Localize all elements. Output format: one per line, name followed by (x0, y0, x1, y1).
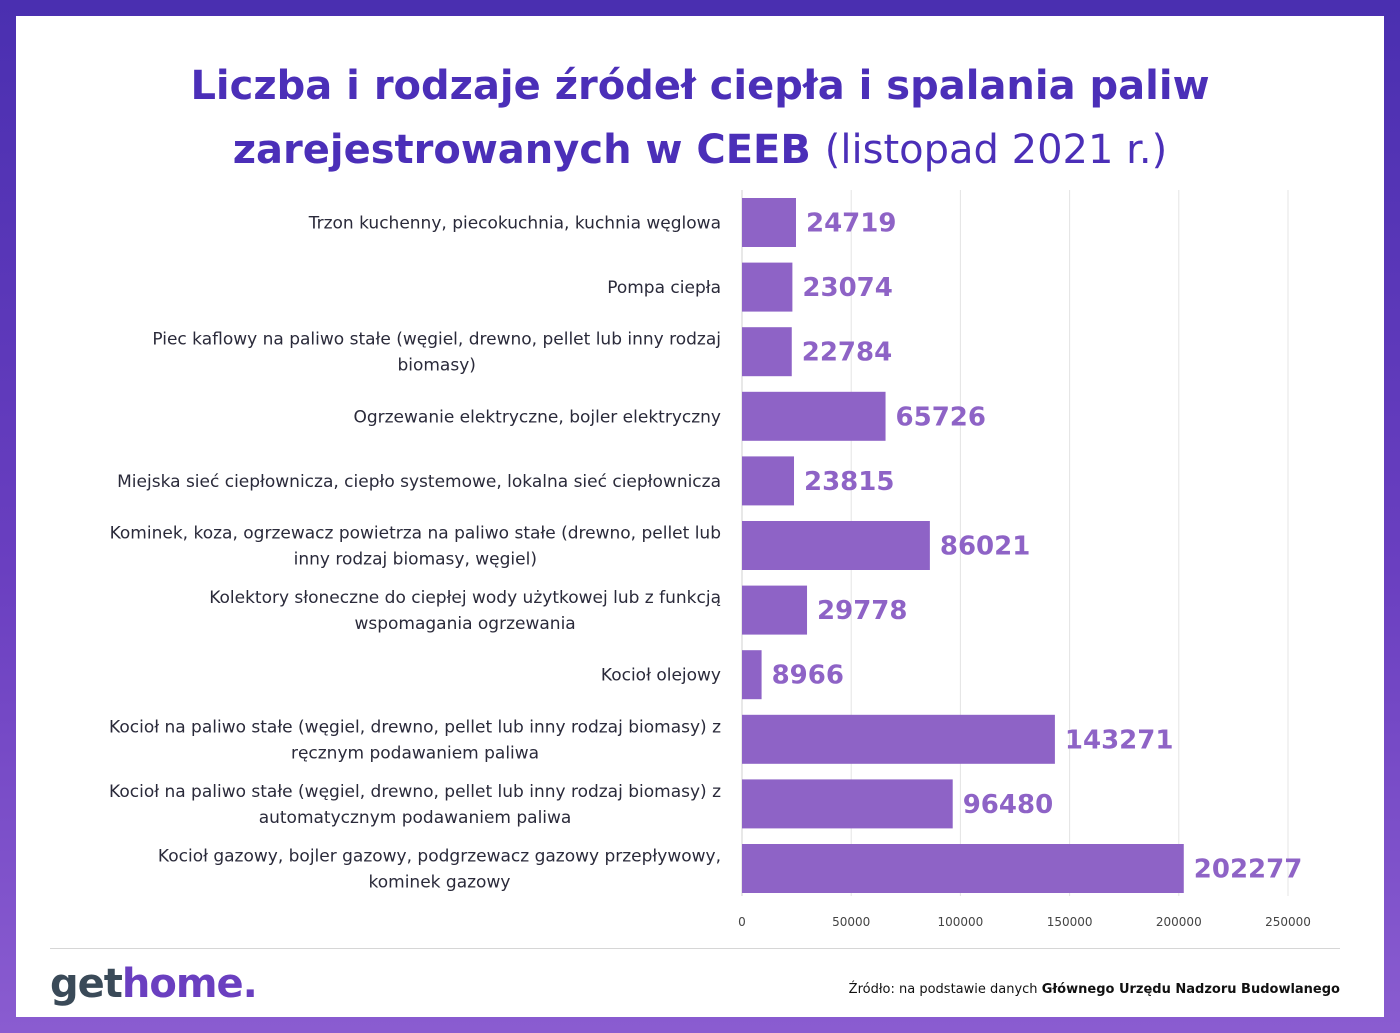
logo-part-home: home. (121, 961, 258, 1007)
bar (742, 262, 793, 312)
logo-part-get: get (50, 961, 123, 1007)
x-tick-label: 250000 (1265, 915, 1311, 929)
category-label: Trzon kuchenny, piecokuchnia, kuchnia wę… (308, 214, 721, 234)
data-label: 96480 (963, 790, 1053, 820)
category-label-line: ręcznym podawaniem paliwa (291, 743, 539, 763)
category-label: Kolektory słoneczne do ciepłej wody użyt… (209, 588, 721, 634)
category-label-line: Kocioł na paliwo stałe (węgiel, drewno, … (109, 782, 721, 802)
bar (742, 456, 795, 506)
bar (742, 650, 762, 700)
bar (742, 714, 1055, 764)
bar (742, 391, 886, 441)
category-label: Piec kaflowy na paliwo stałe (węgiel, dr… (152, 330, 721, 376)
category-label: Kocioł gazowy, bojler gazowy, podgrzewac… (158, 847, 721, 893)
x-tick-label: 100000 (937, 915, 983, 929)
title-line-2-bold: zarejestrowanych w CEEB (232, 127, 811, 173)
data-label: 86021 (940, 532, 1030, 562)
x-tick-label: 150000 (1047, 915, 1093, 929)
x-tick-label: 50000 (832, 915, 870, 929)
x-tick-label: 0 (738, 915, 746, 929)
data-label: 202277 (1194, 855, 1303, 885)
bar (742, 844, 1184, 893)
category-label: Kocioł olejowy (601, 666, 721, 686)
category-label-line: inny rodzaj biomasy, węgiel) (294, 550, 537, 570)
title-line-2: zarejestrowanych w CEEB (listopad 2021 r… (16, 118, 1384, 182)
footer-divider (50, 948, 1340, 949)
category-label-line: Miejska sieć ciepłownicza, ciepło system… (117, 472, 721, 492)
data-label: 23074 (802, 273, 892, 303)
category-label-line: Pompa ciepła (607, 278, 721, 298)
category-label-line: automatycznym podawaniem paliwa (259, 808, 572, 828)
category-label: Ogrzewanie elektryczne, bojler elektrycz… (353, 407, 721, 427)
data-label: 29778 (817, 596, 907, 626)
chart-card: Liczba i rodzaje źródeł ciepła i spalani… (16, 16, 1384, 1017)
bar (742, 198, 796, 247)
category-label-line: Kolektory słoneczne do ciepłej wody użyt… (209, 588, 721, 608)
title-line-1: Liczba i rodzaje źródeł ciepła i spalani… (190, 63, 1210, 109)
x-tick-label: 200000 (1156, 915, 1202, 929)
chart-title: Liczba i rodzaje źródeł ciepła i spalani… (16, 54, 1384, 182)
category-label-line: biomasy) (397, 356, 475, 376)
category-label: Miejska sieć ciepłownicza, ciepło system… (117, 472, 721, 492)
data-label: 23815 (804, 467, 894, 497)
data-label: 65726 (896, 402, 986, 432)
bar (742, 585, 808, 635)
category-label-line: Kocioł olejowy (601, 666, 721, 686)
category-label-line: Ogrzewanie elektryczne, bojler elektrycz… (353, 407, 721, 427)
data-label: 143271 (1065, 725, 1174, 755)
category-label-line: Kocioł gazowy, bojler gazowy, podgrzewac… (158, 847, 721, 867)
title-line-2-normal: (listopad 2021 r.) (824, 127, 1168, 173)
category-label-line: kominek gazowy (369, 873, 511, 893)
category-label-line: Piec kaflowy na paliwo stałe (węgiel, dr… (152, 330, 721, 350)
category-label-line: Kocioł na paliwo stałe (węgiel, drewno, … (109, 717, 721, 737)
category-label: Kominek, koza, ogrzewacz powietrza na pa… (110, 524, 721, 570)
gethome-logo: gethome. (50, 961, 258, 1007)
category-label-line: wspomagania ogrzewania (354, 614, 575, 634)
category-label-line: Trzon kuchenny, piecokuchnia, kuchnia wę… (308, 214, 721, 234)
category-label: Kocioł na paliwo stałe (węgiel, drewno, … (109, 782, 721, 828)
bar (742, 521, 930, 570)
category-label-line: Kominek, koza, ogrzewacz powietrza na pa… (110, 524, 721, 544)
bar (742, 779, 953, 829)
category-label: Kocioł na paliwo stałe (węgiel, drewno, … (109, 717, 721, 763)
category-label: Pompa ciepła (607, 278, 721, 298)
data-label: 24719 (806, 209, 896, 239)
source-note: Źródło: na podstawie danych Głównego Urz… (849, 982, 1340, 997)
bar-chart: 0 50000 100000 150000 200000 250000 24719 Trzon… (109, 190, 1311, 929)
data-label: 22784 (802, 338, 892, 368)
data-label: 8966 (772, 661, 844, 691)
source-prefix: Źródło: na podstawie danych (848, 982, 1038, 997)
bar (742, 327, 792, 377)
source-bold: Głównego Urzędu Nadzoru Budowlanego (1041, 982, 1340, 997)
